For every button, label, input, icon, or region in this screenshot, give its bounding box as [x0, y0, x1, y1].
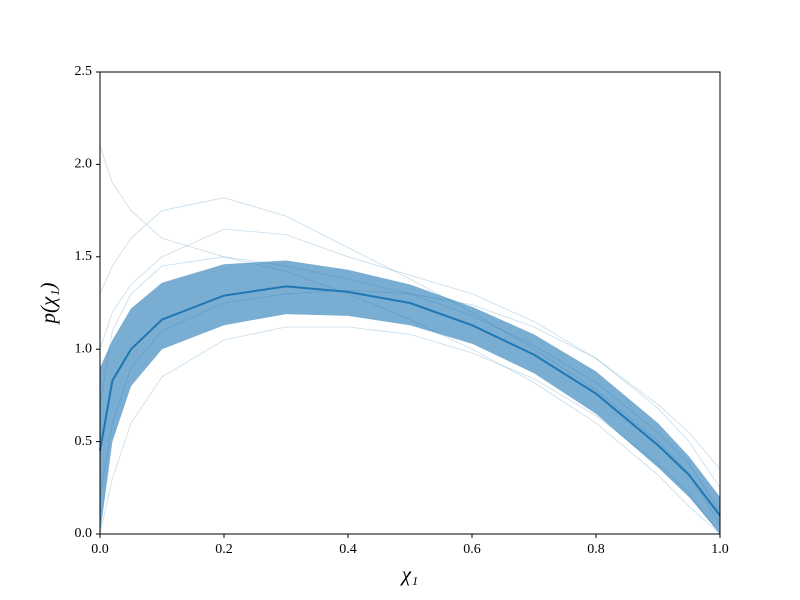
y-tick-label: 1.0: [75, 341, 93, 356]
credible-band: [100, 260, 720, 534]
x-tick-label: 0.0: [91, 542, 109, 557]
sample-curve: [99, 228, 721, 489]
y-tick-label: 0.0: [75, 526, 93, 541]
x-tick-label: 1.0: [711, 542, 729, 557]
x-tick-label: 0.4: [339, 542, 357, 557]
x-tick-label: 0.6: [463, 542, 481, 557]
sample-curve: [99, 197, 721, 526]
x-axis-label: χ₁: [400, 562, 419, 586]
y-tick-label: 1.5: [75, 249, 93, 264]
mean-line: [99, 285, 721, 517]
x-tick-label: 0.8: [587, 542, 605, 557]
x-tick-label: 0.2: [215, 542, 233, 557]
y-tick-label: 2.0: [75, 157, 93, 172]
y-tick-label: 0.5: [75, 434, 93, 449]
y-tick-label: 2.5: [75, 64, 93, 79]
y-axis-label: p(χ₁): [36, 282, 60, 325]
plot-area: [99, 145, 721, 535]
plot-frame: [99, 71, 721, 535]
